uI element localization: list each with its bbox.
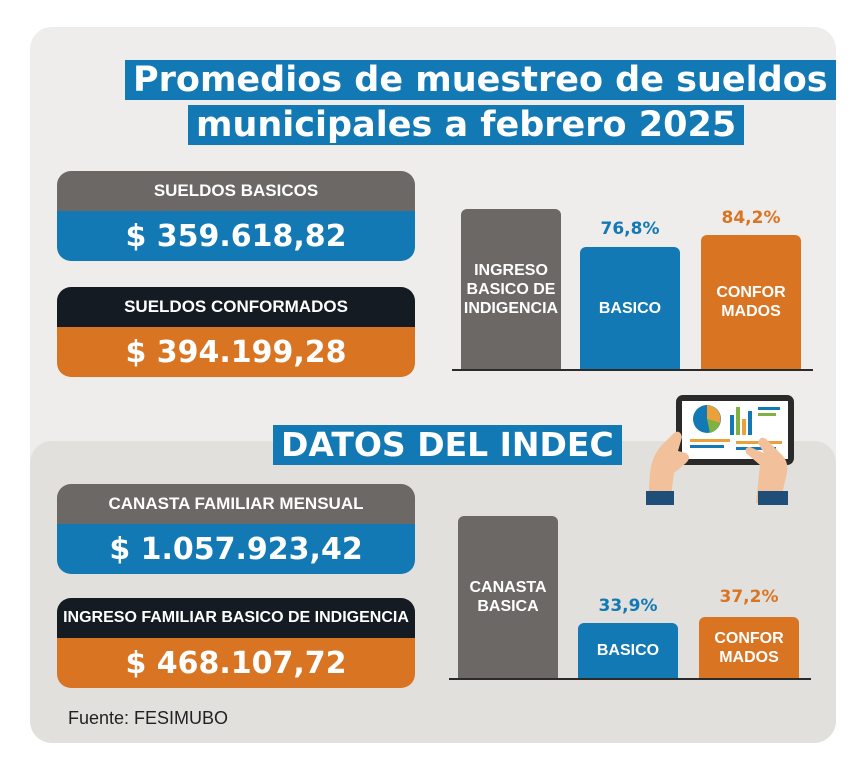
title-line-2: municipales a febrero 2025 <box>188 105 745 145</box>
chart1-bar-conformed: CONFOR MADOS <box>701 235 801 369</box>
chart2-bar-basket: CANASTA BASICA <box>458 516 558 678</box>
chart2-bar-conformed-label-1: CONFOR <box>714 629 784 647</box>
chart2-baseline <box>449 678 811 680</box>
chart1-bar-indigence-label-1: INGRESO <box>474 261 548 279</box>
indigence-income-box: INGRESO FAMILIAR BASICO DE INDIGENCIA $ … <box>57 598 415 688</box>
family-basket-value: $ 1.057.923,42 <box>57 524 415 574</box>
indigence-income-value: $ 468.107,72 <box>57 638 415 688</box>
chart1-bar-conformed-label-2: MADOS <box>721 303 781 320</box>
chart1-conformed-percent: 84,2% <box>721 208 781 228</box>
tablet-with-charts-icon <box>646 395 794 505</box>
chart1-bar-basic: BASICO <box>580 247 680 369</box>
chart1-bar-conformed-label-1: CONFOR <box>716 284 786 301</box>
chart2-bar-conformed: CONFOR MADOS <box>699 617 799 678</box>
basic-salary-label: SUELDOS BASICOS <box>57 171 415 211</box>
family-basket-label: CANASTA FAMILIAR MENSUAL <box>57 484 415 524</box>
conformed-salary-box: SUELDOS CONFORMADOS $ 394.199,28 <box>57 287 415 377</box>
indigence-income-label: INGRESO FAMILIAR BASICO DE INDIGENCIA <box>57 598 415 638</box>
chart1-baseline <box>452 369 813 371</box>
chart1-bar-indigence-label-2: BASICO DE <box>466 280 556 298</box>
chart2-bar-conformed-label-2: MADOS <box>719 648 779 666</box>
chart2-basic-percent: 33,9% <box>598 596 658 616</box>
source-note: Fuente: FESIMUBO <box>68 708 229 728</box>
title-line-1: Promedios de muestreo de sueldos <box>125 60 836 100</box>
family-basket-box: CANASTA FAMILIAR MENSUAL $ 1.057.923,42 <box>57 484 415 574</box>
conformed-salary-label: SUELDOS CONFORMADOS <box>57 287 415 327</box>
chart2-conformed-percent: 37,2% <box>719 587 779 607</box>
chart2-bar-basket-label-2: BASICA <box>477 598 539 615</box>
chart2-bar-basic-label: BASICO <box>596 642 660 659</box>
basic-salary-value: $ 359.618,82 <box>57 211 415 261</box>
chart1-bar-indigence-label-3: INDIGENCIA <box>463 299 559 317</box>
chart2-bar-basket-label-1: CANASTA <box>469 579 547 596</box>
basic-salary-box: SUELDOS BASICOS $ 359.618,82 <box>57 171 415 261</box>
chart2-bar-basic: BASICO <box>578 623 678 678</box>
conformed-salary-value: $ 394.199,28 <box>57 327 415 377</box>
chart1-basic-percent: 76,8% <box>600 219 660 239</box>
chart1-bar-indigence: INGRESO BASICO DE INDIGENCIA <box>461 209 561 369</box>
indec-heading: DATOS DEL INDEC <box>273 425 622 465</box>
chart1-bar-basic-label: BASICO <box>598 299 662 317</box>
